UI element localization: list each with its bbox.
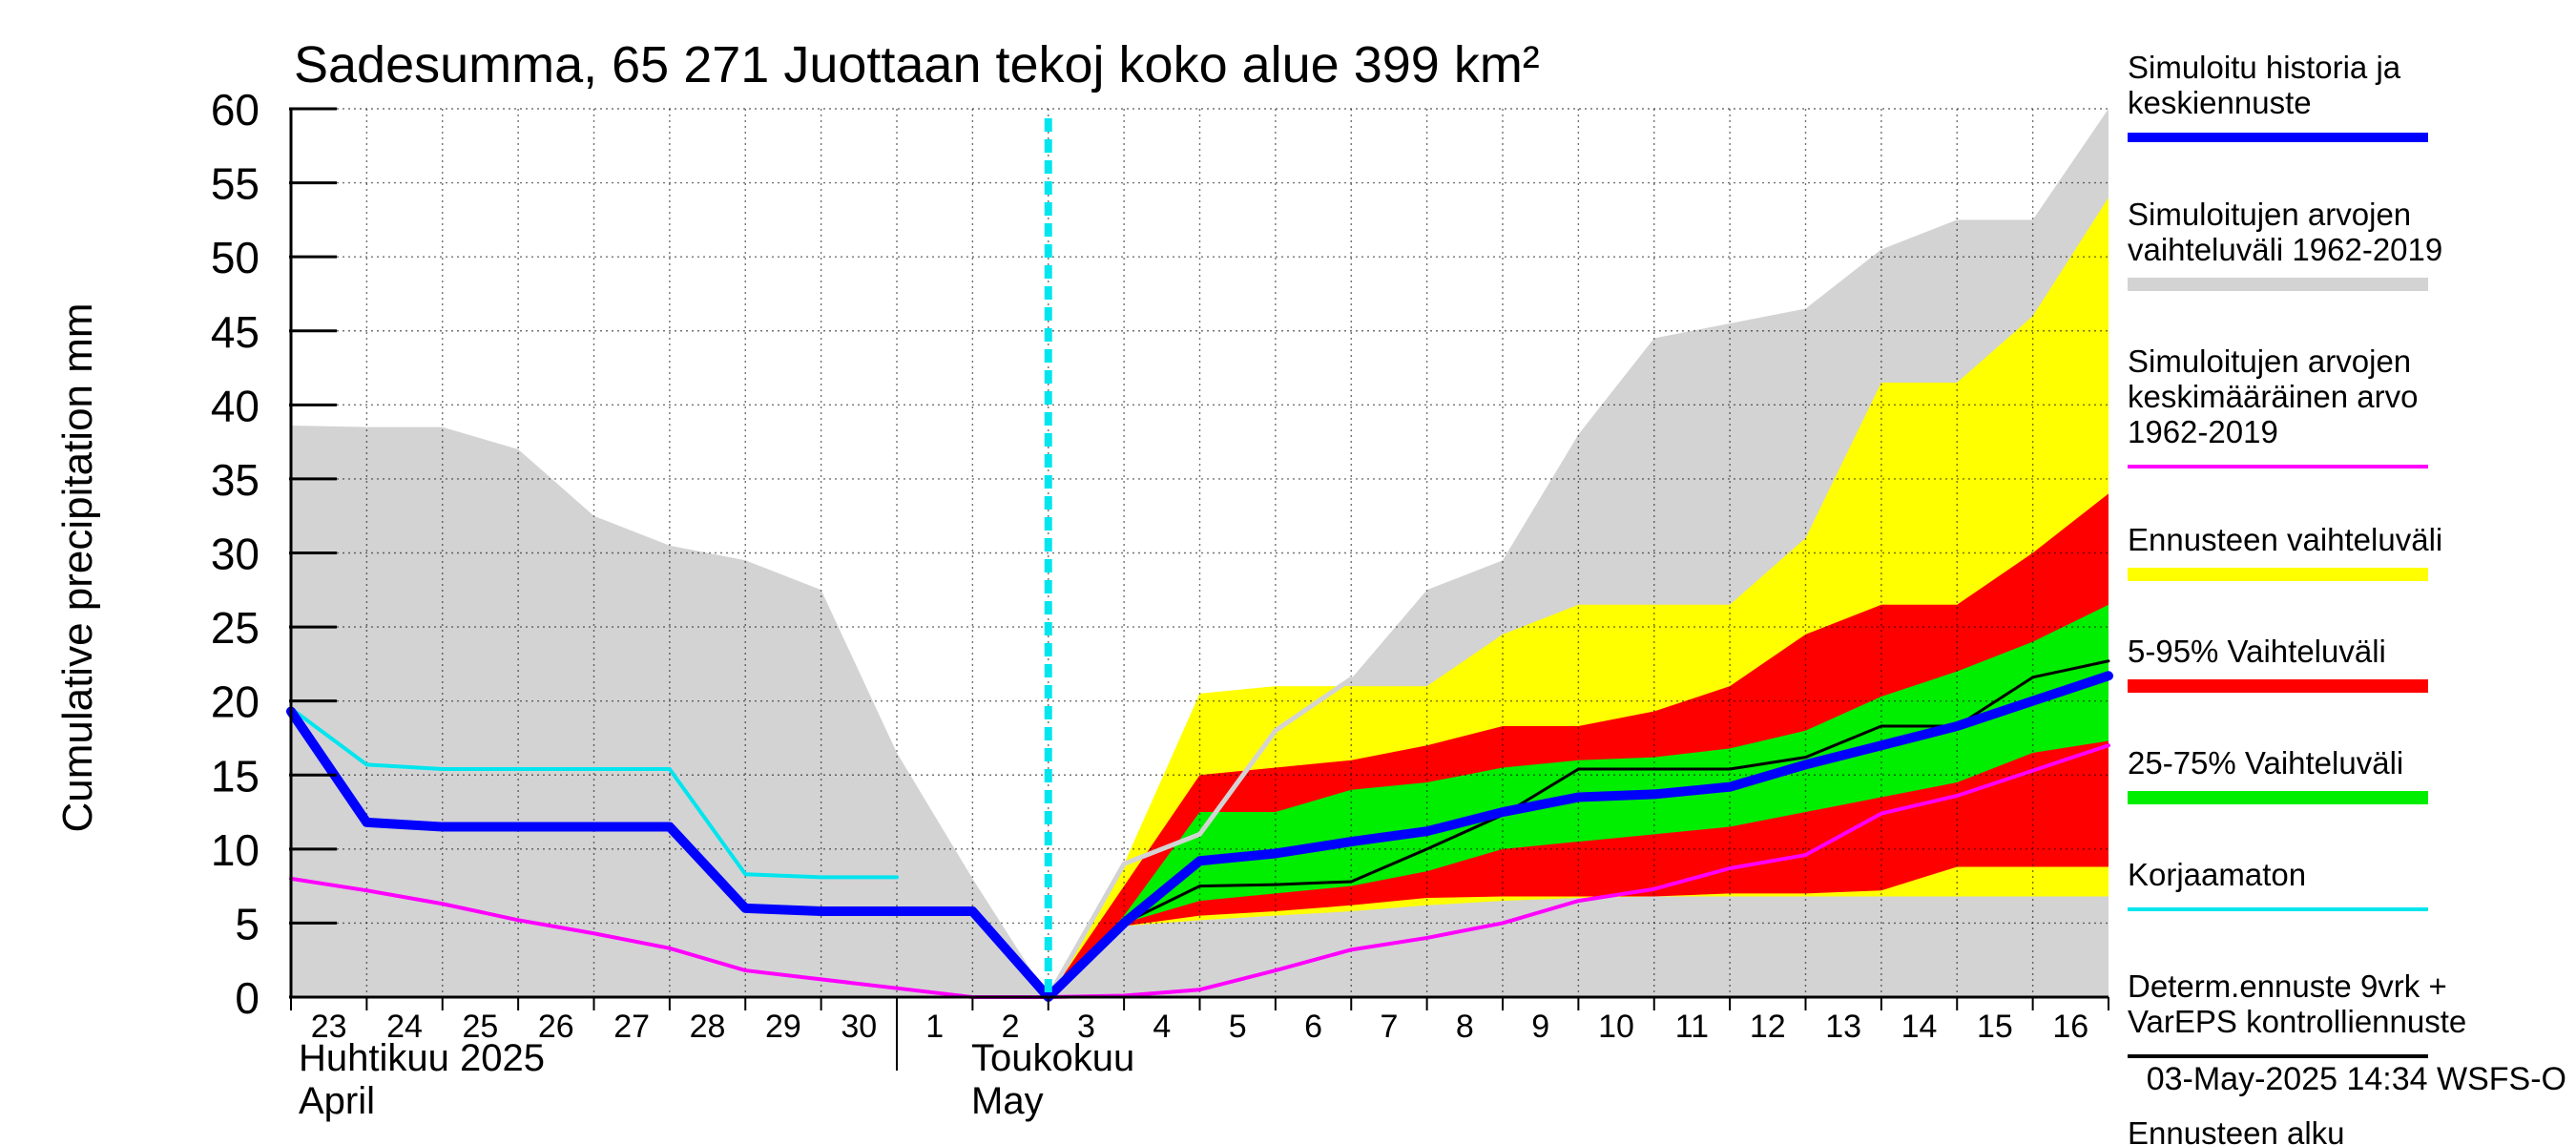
legend-item-ennusteen-alku: Ennusteen alku — [2128, 1115, 2428, 1145]
y-tick-label-10: 10 — [211, 825, 260, 875]
legend-item-5-95-vaihteluv-li: 5-95% Vaihteluväli — [2128, 634, 2428, 686]
x-tick-label-4: 27 — [613, 1009, 650, 1045]
x-tick-label-23: 16 — [2052, 1009, 2088, 1045]
x-tick-label-11: 4 — [1153, 1009, 1171, 1045]
legend-label-ennusteen-alku-0: Ennusteen alku — [2128, 1115, 2345, 1145]
y-tick-label-5: 5 — [235, 899, 260, 948]
legend-label-simuloitu-historia-ja-keskiennuste-0: Simuloitu historia ja — [2128, 50, 2401, 85]
legend-item-simuloitujen-arvojen-vaihteluv-li-1962-2019: Simuloitujen arvojenvaihteluväli 1962-20… — [2128, 197, 2442, 284]
y-axis-label: Cumulative precipitation mm — [54, 302, 101, 832]
legend-item-simuloitujen-arvojen-keskim-r-inen-arvo-1962-2019: Simuloitujen arvojenkeskimääräinen arvo … — [2128, 344, 2428, 467]
x-tick-label-7: 30 — [841, 1009, 877, 1045]
plot-area — [291, 109, 2109, 997]
x-tick-label-15: 8 — [1456, 1009, 1474, 1045]
x-tick-label-6: 29 — [765, 1009, 801, 1045]
legend-item-korjaamaton: Korjaamaton — [2128, 857, 2428, 909]
chart-title: Sadesumma, 65 271 Juottaan tekoj koko al… — [294, 36, 1540, 94]
x-tick-label-5: 28 — [690, 1009, 726, 1045]
y-tick-label-45: 45 — [211, 307, 260, 357]
legend-label-simuloitu-historia-ja-keskiennuste-1: keskiennuste — [2128, 85, 2312, 120]
x-tick-label-21: 14 — [1901, 1009, 1938, 1045]
legend-label-simuloitujen-arvojen-keskim-r-inen-arvo-1962-2019-0: Simuloitujen arvojen — [2128, 344, 2411, 379]
y-tick-label-30: 30 — [211, 530, 260, 579]
legend-label-25-75-vaihteluv-li-0: 25-75% Vaihteluväli — [2128, 745, 2403, 781]
timestamp-label: 03-May-2025 14:34 WSFS-O — [2147, 1061, 2566, 1097]
legend-item-ennusteen-vaihteluv-li: Ennusteen vaihteluväli — [2128, 522, 2442, 574]
month-label-0-line1: Huhtikuu 2025 — [299, 1037, 545, 1079]
legend-label-5-95-vaihteluv-li-0: 5-95% Vaihteluväli — [2128, 634, 2386, 669]
legend-item-25-75-vaihteluv-li: 25-75% Vaihteluväli — [2128, 745, 2428, 798]
month-label-1-line2: May — [971, 1080, 1044, 1122]
x-tick-label-20: 13 — [1825, 1009, 1861, 1045]
legend-label-korjaamaton-0: Korjaamaton — [2128, 857, 2306, 892]
legend: Simuloitu historia jakeskiennusteSimuloi… — [2128, 50, 2466, 1145]
x-tick-label-22: 15 — [1977, 1009, 2013, 1045]
y-tick-label-50: 50 — [211, 233, 260, 282]
legend-label-determ-ennuste-9vrk-vareps-kontrolliennuste-0: Determ.ennuste 9vrk + — [2128, 968, 2447, 1004]
x-tick-label-17: 10 — [1598, 1009, 1634, 1045]
legend-label-ennusteen-vaihteluv-li-0: Ennusteen vaihteluväli — [2128, 522, 2442, 557]
x-tick-label-14: 7 — [1380, 1009, 1398, 1045]
y-tick-label-40: 40 — [211, 381, 260, 430]
y-tick-label-15: 15 — [211, 751, 260, 801]
x-tick-label-16: 9 — [1531, 1009, 1549, 1045]
legend-label-simuloitujen-arvojen-vaihteluv-li-1962-2019-0: Simuloitujen arvojen — [2128, 197, 2411, 232]
legend-label-determ-ennuste-9vrk-vareps-kontrolliennuste-1: VarEPS kontrolliennuste — [2128, 1004, 2466, 1039]
y-tick-label-60: 60 — [211, 85, 260, 135]
legend-item-simuloitu-historia-ja-keskiennuste: Simuloitu historia jakeskiennuste — [2128, 50, 2428, 137]
month-label-1-line1: Toukokuu — [971, 1037, 1134, 1079]
x-tick-label-8: 1 — [925, 1009, 944, 1045]
y-tick-label-55: 55 — [211, 159, 260, 209]
x-tick-label-13: 6 — [1304, 1009, 1322, 1045]
legend-item-determ-ennuste-9vrk-vareps-kontrolliennuste: Determ.ennuste 9vrk +VarEPS kontrollienn… — [2128, 968, 2466, 1056]
legend-label-simuloitujen-arvojen-vaihteluv-li-1962-2019-1: vaihteluväli 1962-2019 — [2128, 232, 2442, 267]
x-tick-label-12: 5 — [1229, 1009, 1247, 1045]
y-tick-label-0: 0 — [235, 973, 260, 1023]
y-tick-label-35: 35 — [211, 455, 260, 505]
x-tick-label-19: 12 — [1750, 1009, 1786, 1045]
legend-label-simuloitujen-arvojen-keskim-r-inen-arvo-1962-2019-2: 1962-2019 — [2128, 414, 2278, 449]
month-label-0-line2: April — [299, 1080, 375, 1122]
y-tick-label-25: 25 — [211, 603, 260, 653]
y-tick-label-20: 20 — [211, 677, 260, 727]
x-tick-label-18: 11 — [1675, 1009, 1709, 1045]
legend-label-simuloitujen-arvojen-keskim-r-inen-arvo-1962-2019-1: keskimääräinen arvo — [2128, 379, 2418, 414]
